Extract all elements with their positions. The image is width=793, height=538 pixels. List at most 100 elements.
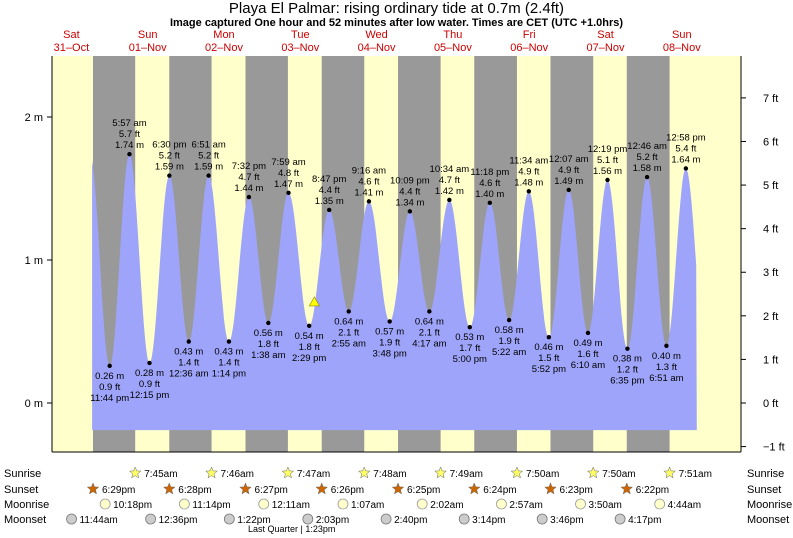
high-tide-label: 6:30 pm [152, 140, 186, 151]
sunrise-icon [128, 466, 142, 479]
low-tide-point [427, 309, 432, 314]
moonrise-time: 1:07am [351, 500, 384, 511]
moonset-time: 3:14pm [472, 515, 505, 526]
right-tick-label: −1 ft [763, 442, 785, 454]
high-tide-label: 10:34 am [430, 164, 470, 175]
low-tide-label: 0.64 m [415, 316, 444, 327]
left-tick-label: 0 m [25, 398, 43, 410]
low-tide-label: 0.38 m [613, 354, 642, 365]
low-tide-label: 5:22 am [492, 347, 526, 358]
low-tide-label: 11:44 pm [90, 393, 129, 404]
moonset-time: 1:22pm [237, 515, 270, 526]
moonset-row-label: Moonset [4, 514, 46, 526]
low-tide-label: 6:35 pm [610, 376, 644, 387]
high-tide-label: 1.44 m [234, 183, 263, 194]
sunset-row-label-right: Sunset [747, 484, 781, 496]
low-tide-label: 0.28 m [135, 368, 164, 379]
right-tick-label: 7 ft [763, 93, 778, 105]
sunset-time: 6:23pm [559, 485, 592, 496]
moonset-icon [66, 513, 77, 525]
low-tide-label: 1.8 ft [258, 339, 279, 350]
moonset-time: 4:17pm [628, 515, 661, 526]
sunset-time: 6:22pm [636, 485, 669, 496]
low-tide-point [226, 339, 232, 344]
moonset-row-label-right: Moonset [747, 514, 789, 526]
high-tide-label: 4.8 ft [278, 168, 299, 179]
high-tide-label: 8:47 pm [312, 174, 346, 185]
sunset-icon [391, 482, 405, 495]
moonrise-row-label: Moonrise [4, 499, 49, 511]
chart-subtitle: Image captured One hour and 52 minutes a… [169, 17, 624, 29]
moonset-icon [223, 513, 235, 525]
right-tick-label: 3 ft [763, 267, 778, 279]
low-tide-point [467, 325, 472, 330]
low-tide-point [186, 339, 191, 344]
low-tide-point [346, 309, 351, 314]
high-tide-point [447, 197, 452, 203]
sunrise-icon [357, 466, 371, 479]
moonrise-time: 10:18pm [113, 500, 152, 511]
low-tide-point [506, 317, 512, 323]
sunrise-time: 7:46am [221, 469, 254, 480]
high-tide-label: 1.49 m [554, 176, 583, 187]
high-tide-point [526, 189, 532, 194]
day-of-week-label: Mon [213, 29, 234, 41]
high-tide-label: 1.41 m [354, 187, 383, 198]
moonset-time: 11:44am [80, 515, 118, 526]
low-tide-label: 0.46 m [534, 342, 563, 353]
moonrise-time: 11:14pm [192, 500, 230, 511]
low-tide-label: 1.2 ft [617, 365, 638, 376]
sunset-time: 6:26pm [331, 485, 364, 496]
low-tide-label: 0.40 m [652, 351, 681, 362]
date-label: 04–Nov [358, 42, 396, 54]
low-tide-label: 0.53 m [455, 332, 484, 343]
moonset-time: 2:40pm [394, 515, 427, 526]
high-tide-label: 1.48 m [514, 177, 543, 188]
sunrise-time: 7:50am [602, 469, 635, 480]
high-tide-label: 1.40 m [475, 189, 504, 200]
high-tide-label: 12:07 am [549, 154, 589, 165]
low-tide-label: 2:29 pm [292, 353, 326, 364]
high-tide-label: 4.9 ft [518, 166, 539, 177]
high-tide-label: 1.56 m [593, 166, 622, 177]
tide-area [92, 154, 697, 431]
high-tide-label: 7:32 pm [232, 161, 266, 172]
sunrise-time: 7:48am [373, 469, 406, 480]
high-tide-label: 5.7 ft [119, 129, 140, 140]
moon-phase-label: Last Quarter | 1:23pm [248, 524, 336, 534]
high-tide-point [487, 200, 493, 205]
day-of-week-label: Sun [138, 29, 158, 41]
high-tide-point [246, 194, 252, 200]
low-tide-label: 12:36 am [169, 369, 209, 380]
low-tide-label: 1.8 ft [299, 342, 320, 353]
high-tide-point [366, 199, 372, 204]
low-tide-label: 1.5 ft [538, 353, 559, 364]
day-of-week-label: Sun [672, 29, 692, 41]
moonrise-icon [337, 498, 349, 510]
low-tide-label: 12:15 pm [130, 390, 170, 401]
sunrise-time: 7:51am [679, 469, 712, 480]
high-tide-label: 1.74 m [115, 140, 144, 151]
sunrise-icon [281, 466, 295, 479]
high-tide-point [127, 151, 132, 157]
sunrise-icon [663, 466, 676, 479]
moonrise-icon [575, 498, 586, 510]
low-tide-label: 0.57 m [375, 326, 404, 337]
day-of-week-label: Thu [443, 29, 462, 41]
date-label: 05–Nov [434, 42, 472, 54]
low-tide-label: 2:55 am [332, 338, 366, 349]
high-tide-label: 1.59 m [194, 162, 223, 173]
high-tide-point [327, 207, 332, 213]
right-tick-label: 2 ft [763, 311, 778, 323]
high-tide-point [644, 174, 650, 180]
high-tide-label: 12:46 am [627, 141, 667, 152]
moonrise-icon [179, 498, 190, 510]
moonset-time: 12:36pm [159, 515, 198, 526]
moonset-icon [302, 513, 314, 525]
high-tide-point [566, 187, 571, 193]
moonrise-time: 3:50am [589, 500, 622, 511]
high-tide-label: 1.34 m [395, 197, 424, 208]
day-of-week-label: Sat [597, 29, 614, 41]
moonrise-icon [416, 498, 428, 510]
moonrise-icon [258, 498, 270, 510]
